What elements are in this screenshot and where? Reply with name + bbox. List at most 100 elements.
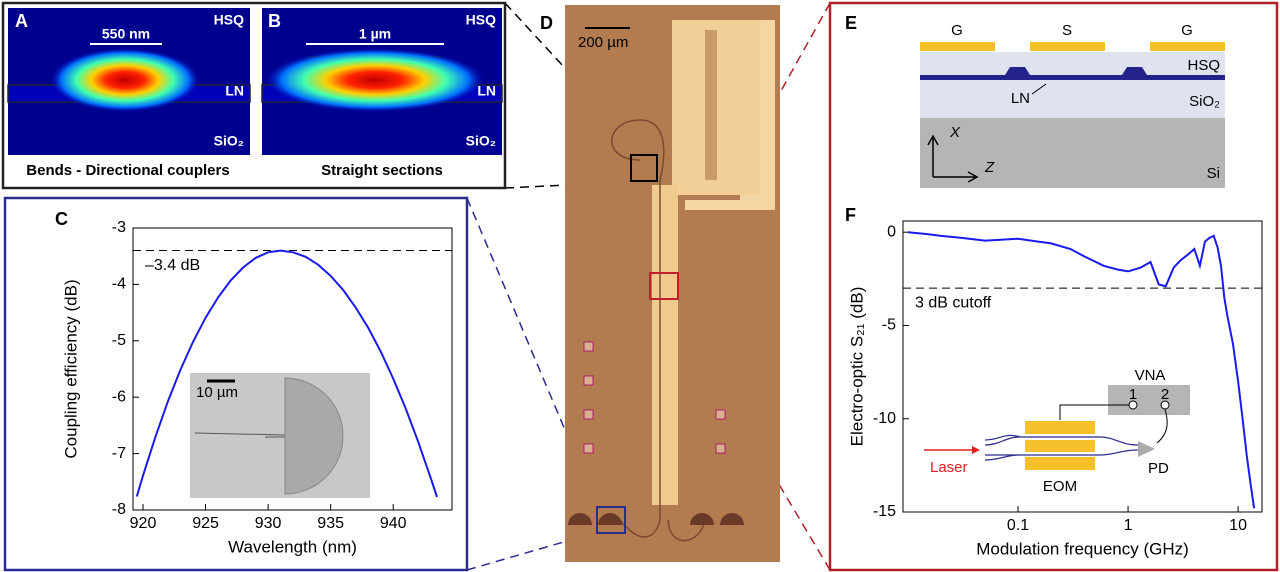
x-tick-label: 1	[1124, 517, 1133, 534]
layer-label: SiO₂	[466, 133, 496, 149]
layer-label: LN	[225, 83, 244, 99]
panel-letter: D	[540, 13, 553, 33]
zoom-box	[630, 154, 658, 182]
x-axis-label: Modulation frequency (GHz)	[976, 539, 1189, 558]
sio2-layer	[920, 80, 1225, 118]
setup-inset: VNA 1 2 Laser EOM PD	[924, 367, 1190, 495]
pad	[715, 409, 726, 420]
width-label: 550 nm	[102, 26, 150, 42]
axis-arrows	[927, 134, 979, 183]
electrode-gap	[705, 30, 717, 180]
layer-label: SiO₂	[214, 133, 244, 149]
panel-b: B 1 µm HSQ LN SiO₂ Straight sections	[261, 8, 503, 179]
y-axis-label: Electro-optic S₂₁ (dB)	[847, 287, 866, 447]
mode	[265, 48, 485, 112]
electrode-label: G	[1181, 22, 1193, 39]
electrode	[652, 185, 678, 505]
pad	[715, 443, 726, 454]
x-tick-label: 925	[192, 515, 219, 532]
zoom-box	[596, 506, 626, 534]
caption: Bends - Directional couplers	[26, 162, 229, 179]
y-tick-label: -7	[112, 445, 126, 462]
panel-frame	[1, 1, 507, 190]
y-tick-label: -8	[112, 501, 126, 518]
x-axis-label: Wavelength (nm)	[228, 537, 357, 556]
panel-letter: A	[15, 11, 28, 31]
electrode	[1150, 42, 1225, 51]
mode	[50, 48, 200, 112]
panel-letter: B	[268, 11, 281, 31]
grating-coupler	[568, 513, 592, 525]
panel-letter: C	[55, 209, 68, 229]
zoom-box	[649, 272, 679, 300]
pad	[583, 375, 594, 386]
pad	[583, 409, 594, 420]
inset-label: VNA	[1135, 367, 1166, 384]
y-tick-label: -10	[873, 410, 896, 427]
panel-letter: F	[845, 205, 856, 225]
panel-d: 200 µm D	[540, 5, 780, 562]
inset-label: EOM	[1043, 478, 1077, 495]
electrode-label: G	[951, 22, 963, 39]
y-tick-label: -5	[112, 332, 126, 349]
electrode-label: S	[1062, 22, 1072, 39]
grating-coupler	[598, 513, 622, 525]
panel-letter: E	[845, 13, 857, 33]
layer-label: Si	[1207, 165, 1220, 182]
data-line	[135, 249, 438, 498]
pointer	[1031, 83, 1047, 95]
axis-label: Z	[984, 159, 995, 176]
panel-e: E G S G HSQ LN SiO₂ Si X Z	[845, 13, 1225, 188]
scale-label: 200 µm	[578, 34, 628, 51]
data-line	[907, 231, 1256, 509]
ln-layer	[920, 75, 1225, 80]
electrode	[1025, 457, 1095, 470]
vna-box	[1108, 385, 1190, 415]
hsq-layer	[920, 52, 1225, 76]
y-tick-label: -3	[112, 219, 126, 236]
cable	[1059, 404, 1129, 420]
x-tick-label: 930	[255, 515, 282, 532]
scale-label: 10 µm	[196, 384, 238, 401]
panel-frame	[3, 196, 469, 572]
panel-frame	[828, 1, 1279, 572]
axis-label: X	[949, 124, 961, 141]
layer-label: LN	[477, 83, 496, 99]
photodiode	[1138, 441, 1155, 457]
panel-a: A 550 nm HSQ LN SiO₂ Bends - Directional…	[7, 8, 251, 179]
connector	[466, 197, 599, 509]
layer-label: HSQ	[466, 12, 496, 28]
x-tick-label: 10	[1229, 517, 1247, 534]
x-tick-label: 920	[130, 515, 157, 532]
waveguide	[984, 434, 1139, 461]
y-tick-label: -4	[112, 276, 126, 293]
y-axis-label: Coupling efficiency (dB)	[61, 279, 80, 458]
electrode	[1025, 440, 1095, 452]
layer-label: LN	[1011, 90, 1030, 107]
inset-label: PD	[1148, 460, 1169, 477]
electrode	[1025, 421, 1095, 434]
layer-label: HSQ	[1187, 57, 1220, 74]
caption: Straight sections	[321, 162, 443, 179]
layer-label: SiO₂	[1189, 93, 1220, 110]
layer-label: HSQ	[214, 12, 244, 28]
y-tick-label: -5	[882, 317, 896, 334]
waveguide-path	[667, 519, 706, 542]
pad	[583, 443, 594, 454]
width-label: 1 µm	[359, 26, 391, 42]
cable	[1156, 408, 1168, 444]
sem-grating	[284, 377, 344, 495]
laser-arrow-head	[972, 446, 980, 454]
reference-label: 3 dB cutoff	[915, 294, 992, 311]
waveguide-path	[611, 119, 665, 538]
sem-waveguide	[194, 432, 286, 438]
grating-coupler	[720, 513, 744, 525]
inset-label: Laser	[930, 459, 968, 476]
inset-label: 1	[1129, 386, 1137, 403]
y-tick-label: -6	[112, 388, 126, 405]
x-tick-label: 940	[380, 515, 407, 532]
reference-label: –3.4 dB	[145, 257, 200, 274]
ridge	[1122, 67, 1147, 75]
ridge	[1005, 67, 1030, 75]
